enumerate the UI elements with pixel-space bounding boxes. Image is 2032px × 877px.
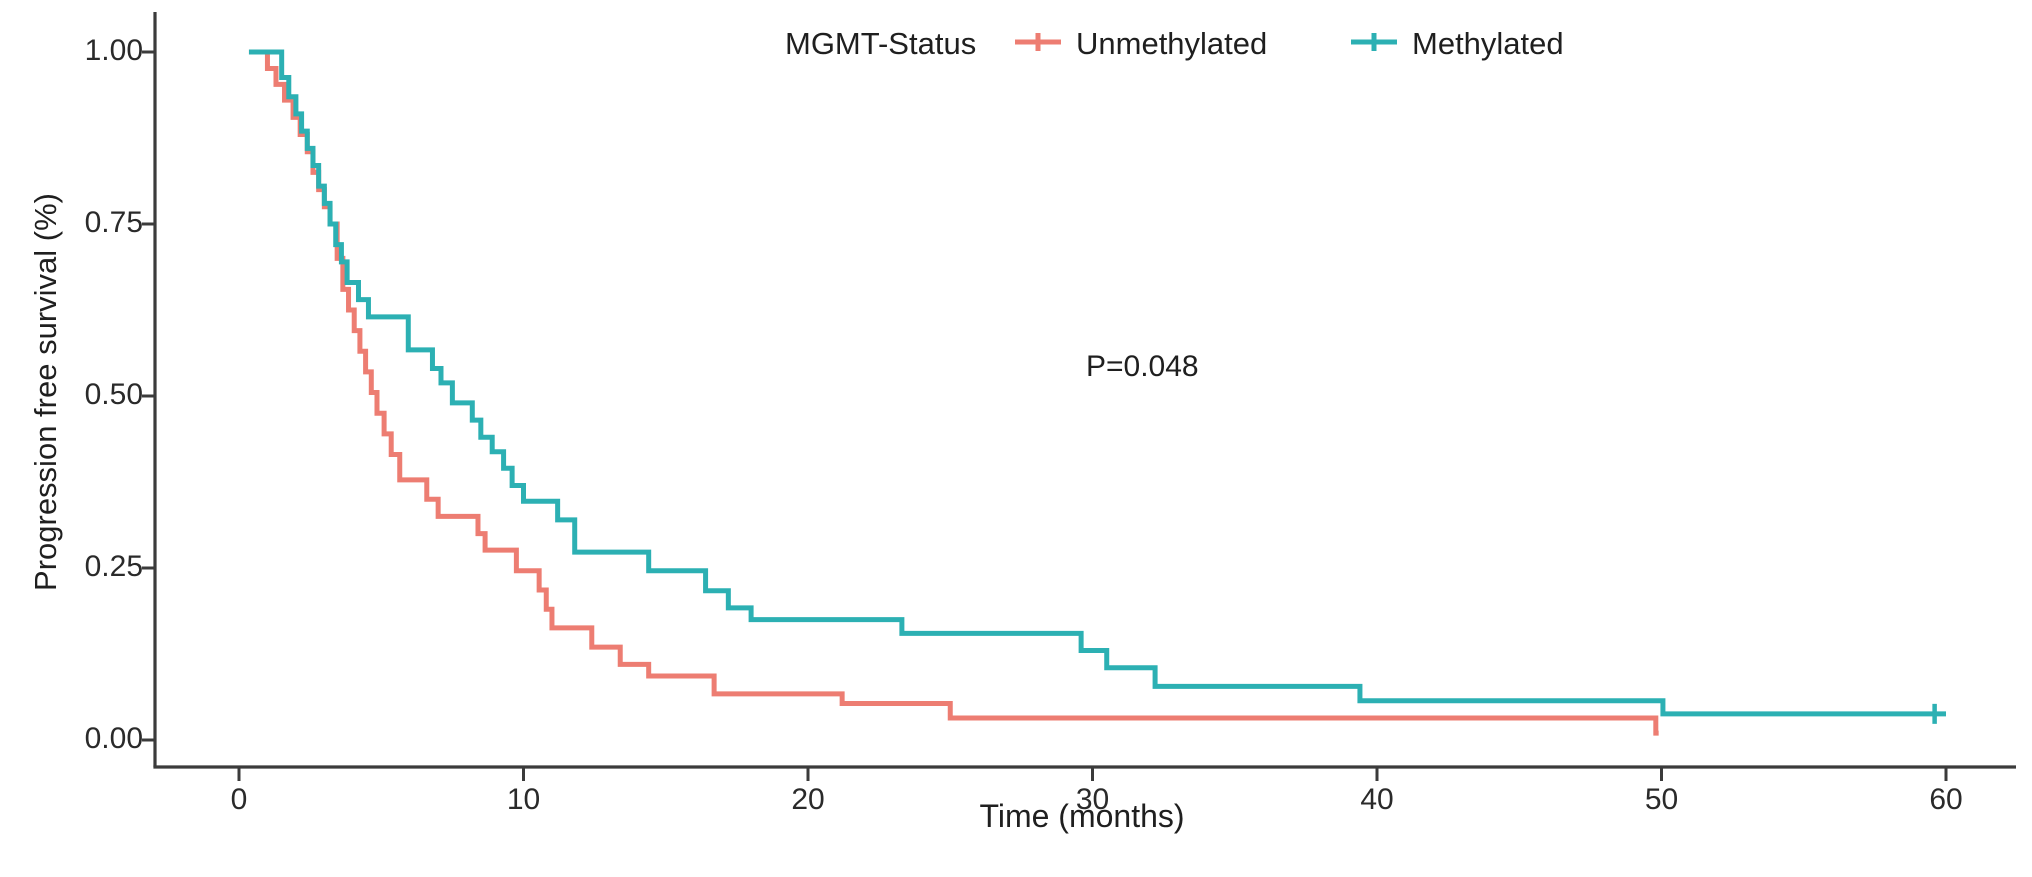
y-tick-label: 0.25 [84,550,143,583]
x-tick-label: 60 [1929,783,1963,816]
legend-label-unmethylated: Unmethylated [1076,26,1268,61]
x-axis-title: Time (months) [979,798,1185,834]
p-value-annotation: P=0.048 [1086,350,1199,383]
legend-key-unmethylated-icon [1015,33,1061,51]
y-tick-label: 0.50 [84,378,143,411]
x-tick-label: 40 [1360,783,1394,816]
y-tick-label: 0.75 [84,206,143,239]
x-tick-label: 0 [230,783,248,816]
legend-key-methylated-icon [1351,33,1397,51]
y-tick-label: 0.00 [84,722,143,755]
km-curve-unmethylated [248,49,1659,736]
km-curve-methylated [248,49,1946,717]
y-tick-label: 1.00 [84,34,143,67]
x-tick-label: 30 [1075,783,1110,816]
legend-label-methylated: Methylated [1412,26,1564,61]
x-tick-label: 50 [1644,783,1679,816]
legend-title: MGMT-Status [785,26,977,61]
x-tick-label: 20 [791,783,825,816]
x-tick-label: 10 [506,783,541,816]
